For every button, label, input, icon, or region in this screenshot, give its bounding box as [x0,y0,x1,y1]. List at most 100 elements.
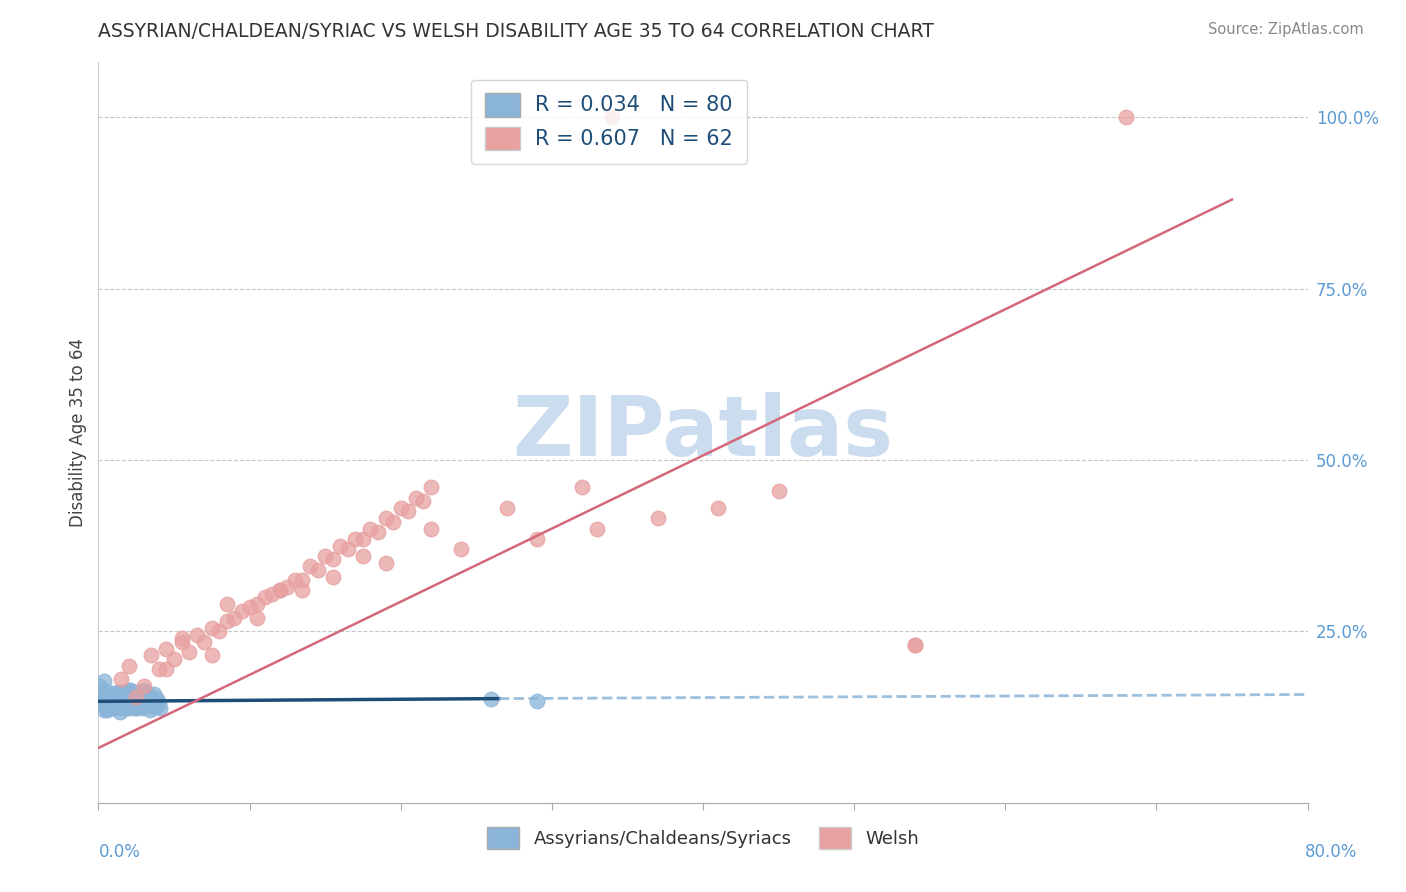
Point [139,703,162,717]
Point [98,688,121,702]
Point [322,569,344,583]
Point [904,638,927,652]
Point [98,694,121,708]
Point [132,690,155,704]
Text: 0.0%: 0.0% [98,843,141,861]
Point [125,701,148,715]
Point [329,539,352,553]
Point [142,699,165,714]
Point [179,645,201,659]
Point [526,694,548,708]
Point [284,573,307,587]
Point [105,688,128,702]
Point [149,701,172,715]
Point [141,690,163,704]
Point [262,587,284,601]
Point [142,697,165,711]
Point [291,583,314,598]
Point [96,703,118,717]
Point [125,686,148,700]
Point [118,682,141,697]
Point [129,694,152,708]
Point [186,628,208,642]
Point [111,685,134,699]
Point [132,682,155,697]
Point [108,685,131,699]
Point [103,701,125,715]
Point [707,501,730,516]
Point [141,648,163,663]
Point [100,686,122,700]
Point [450,542,472,557]
Point [239,600,262,615]
Point [389,501,412,516]
Point [101,691,124,706]
Point [135,686,157,700]
Point [128,694,150,708]
Point [91,693,114,707]
Point [143,688,166,702]
Point [89,679,111,693]
Text: ZIPatlas: ZIPatlas [513,392,893,473]
Point [299,559,322,574]
Point [586,522,609,536]
Point [291,573,314,587]
Point [108,701,131,715]
Point [89,694,111,708]
Point [224,610,246,624]
Point [336,542,359,557]
Point [374,511,396,525]
Y-axis label: Disability Age 35 to 64: Disability Age 35 to 64 [69,338,87,527]
Text: ASSYRIAN/CHALDEAN/SYRIAC VS WELSH DISABILITY AGE 35 TO 64 CORRELATION CHART: ASSYRIAN/CHALDEAN/SYRIAC VS WELSH DISABI… [98,22,935,41]
Point [110,673,132,687]
Point [495,501,517,516]
Point [90,697,112,711]
Point [122,690,145,704]
Point [276,580,298,594]
Point [396,504,419,518]
Point [367,524,389,539]
Point [163,652,186,666]
Point [314,549,336,563]
Point [128,691,150,706]
Point [170,634,193,648]
Point [103,701,125,715]
Point [107,697,129,711]
Point [768,483,790,498]
Point [253,590,276,604]
Point [120,682,142,697]
Point [124,690,146,704]
Point [246,597,269,611]
Point [96,701,118,715]
Point [107,685,129,699]
Point [269,583,291,598]
Point [374,556,396,570]
Point [115,694,138,708]
Point [1115,110,1137,124]
Point [105,686,128,700]
Point [382,515,405,529]
Point [148,697,170,711]
Point [118,694,141,708]
Point [307,563,329,577]
Point [136,694,159,708]
Point [111,699,134,714]
Point [134,698,156,713]
Point [420,522,443,536]
Point [148,662,170,676]
Point [115,701,138,715]
Point [571,480,593,494]
Point [215,597,238,611]
Point [129,685,152,699]
Point [124,701,146,715]
Point [246,610,269,624]
Point [131,694,153,708]
Point [420,480,443,494]
Text: 80.0%: 80.0% [1305,843,1357,861]
Point [93,673,115,688]
Point [405,491,427,505]
Point [112,699,135,714]
Point [352,532,374,546]
Point [145,699,167,714]
Point [121,694,143,708]
